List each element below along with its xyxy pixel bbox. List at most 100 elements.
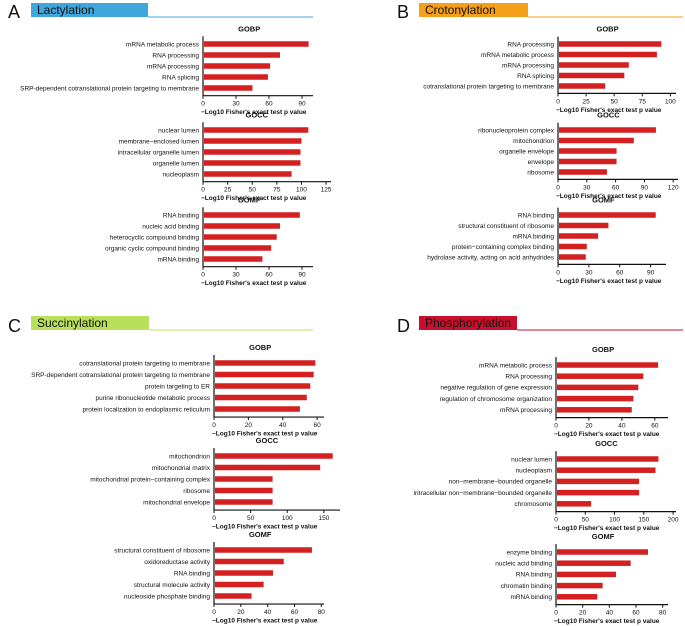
- subplot-gobp: GOBP cotranslational protein targeting to…: [31, 343, 324, 438]
- subplot-gomf: GOMF structural constituent of ribosome ox…: [114, 530, 325, 625]
- subplot-gocc: GOCC nuclear lumen nucleoplasm non−membrane…: [414, 439, 679, 532]
- category-label: mRNA processing: [147, 63, 199, 70]
- x-tick-label: 50: [611, 98, 619, 105]
- bar: [557, 560, 631, 566]
- category-label: organic cyclic compound binding: [105, 245, 199, 252]
- subplot-title: GOMF: [238, 195, 261, 204]
- category-label: organelle envelope: [499, 148, 554, 155]
- panel-a: A Lactylation GOBP mRNA metabolic process RN…: [8, 2, 332, 287]
- category-label: nucleic acid binding: [142, 223, 199, 230]
- category-label: protein localization to endoplasmic reti…: [82, 406, 210, 413]
- x-tick-label: 90: [298, 272, 306, 279]
- bar: [204, 160, 301, 166]
- bar: [204, 149, 301, 155]
- bar: [557, 467, 656, 473]
- category-label: heterocyclic compound binding: [110, 234, 200, 241]
- x-axis-label: −Log10 Fisher's exact test p value: [556, 107, 662, 114]
- x-tick-label: 75: [639, 98, 647, 105]
- category-label: ribonucleoprotein complex: [478, 127, 555, 134]
- category-label: mRNA binding: [512, 233, 554, 240]
- category-label: membrane−enclosed lumen: [119, 138, 200, 145]
- category-label: protein−containing complex binding: [452, 244, 554, 251]
- x-tick-label: 50: [582, 517, 590, 524]
- x-tick-label: 80: [659, 610, 667, 617]
- x-tick-label: 30: [583, 184, 591, 191]
- category-label: hydrolase activity, acting on acid anhyd…: [427, 254, 554, 261]
- bar: [204, 223, 280, 229]
- panel-letter: A: [8, 2, 20, 22]
- bar: [204, 245, 272, 251]
- category-label: RNA splicing: [162, 74, 199, 81]
- bar: [557, 594, 598, 600]
- bar: [204, 85, 253, 91]
- category-label: non−membrane−bounded organelle: [449, 479, 553, 486]
- bar: [204, 212, 300, 218]
- bar: [557, 362, 659, 368]
- x-tick-label: 20: [237, 609, 245, 616]
- bar: [559, 127, 656, 133]
- x-axis-label: −Log10 Fisher's exact test p value: [201, 109, 307, 116]
- subplot-gomf: GOMF enzyme binding nucleic acid binding RN…: [495, 532, 668, 625]
- category-label: chromatin binding: [501, 583, 553, 590]
- x-tick-label: 0: [212, 422, 216, 429]
- bar: [215, 593, 252, 599]
- bar: [215, 558, 284, 565]
- x-tick-label: 40: [618, 423, 626, 430]
- panel-title: Crotonylation: [425, 3, 496, 17]
- panel-title-banner: [31, 316, 149, 330]
- x-tick-label: 150: [638, 517, 649, 524]
- category-label: structural constituent of ribosome: [114, 547, 210, 554]
- x-tick-label: 25: [224, 187, 232, 194]
- x-tick-label: 125: [321, 187, 332, 194]
- bar: [557, 407, 632, 413]
- category-label: mRNA processing: [502, 62, 554, 69]
- category-label: nucleoside phosphate binding: [124, 593, 210, 600]
- x-tick-label: 50: [247, 515, 255, 522]
- category-label: envelope: [528, 159, 555, 166]
- bar: [559, 148, 617, 154]
- category-label: nucleic acid binding: [495, 561, 552, 568]
- panel-b: B Crotonylation GOBP RNA processing mRNA met…: [397, 2, 683, 285]
- x-tick-label: 200: [668, 517, 679, 524]
- x-tick-label: 90: [298, 101, 306, 108]
- bar: [559, 62, 629, 68]
- category-label: cotranslational protein targeting to mem…: [423, 83, 554, 90]
- x-tick-label: 100: [609, 517, 620, 524]
- subplot-gocc: GOCC mitochondrion mitochondrial matrix mit…: [90, 436, 340, 531]
- subplot-title: GOBP: [597, 25, 619, 34]
- category-label: RNA binding: [163, 212, 200, 219]
- x-tick-label: 80: [318, 609, 326, 616]
- category-label: mRNA metabolic process: [479, 362, 553, 369]
- category-label: mitochondrial protein−containing complex: [90, 476, 211, 483]
- x-tick-label: 0: [212, 609, 216, 616]
- category-label: RNA binding: [174, 570, 211, 577]
- panel-letter: C: [8, 316, 21, 336]
- x-tick-label: 60: [632, 610, 640, 617]
- bar: [215, 487, 273, 494]
- category-label: purine ribonucleotide metabolic process: [95, 395, 210, 402]
- bar: [559, 158, 617, 165]
- x-axis-label: −Log10 Fisher's exact test p value: [554, 431, 660, 438]
- category-label: RNA processing: [152, 52, 199, 59]
- x-axis-label: −Log10 Fisher's exact test p value: [212, 431, 318, 438]
- subplot-title: GOBP: [249, 343, 271, 352]
- category-label: SRP-dependent cotranslational protein ta…: [20, 85, 199, 92]
- x-axis-label: −Log10 Fisher's exact test p value: [212, 618, 318, 625]
- x-tick-label: 60: [314, 422, 322, 429]
- category-label: RNA binding: [518, 212, 555, 219]
- x-tick-label: 20: [245, 422, 253, 429]
- panel-c: C Succinylation GOBP cotranslational protei…: [8, 316, 340, 625]
- bar: [215, 360, 316, 366]
- category-label: RNA processing: [505, 374, 552, 381]
- subplot-gomf: GOMF RNA binding nucleic acid binding heter…: [105, 195, 313, 287]
- panel-title-banner: [419, 3, 528, 17]
- category-label: mitochondrial envelope: [143, 499, 210, 506]
- bar: [215, 371, 314, 378]
- bar: [559, 233, 599, 239]
- subplot-gobp: GOBP RNA processing mRNA metabolic process…: [423, 25, 676, 114]
- category-label: intracellular non−membrane−bounded organ…: [414, 490, 553, 497]
- bar: [204, 171, 292, 177]
- bar: [557, 395, 634, 402]
- category-label: oxidoreductase activity: [144, 559, 211, 566]
- panel-title: Phosphorylation: [425, 316, 511, 330]
